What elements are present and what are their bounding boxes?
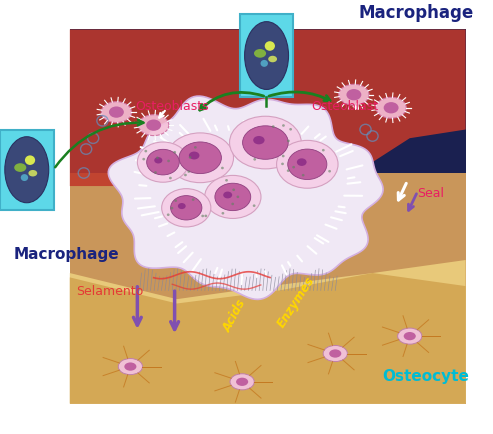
- Text: Osteoblast: Osteoblast: [311, 100, 378, 113]
- Circle shape: [187, 171, 190, 174]
- FancyBboxPatch shape: [0, 130, 54, 210]
- Ellipse shape: [288, 150, 327, 180]
- Ellipse shape: [384, 103, 398, 114]
- Ellipse shape: [243, 126, 288, 160]
- Polygon shape: [70, 260, 465, 404]
- Circle shape: [287, 170, 289, 173]
- Circle shape: [169, 178, 172, 180]
- Circle shape: [184, 174, 187, 177]
- Text: Macrophage: Macrophage: [14, 247, 120, 261]
- Ellipse shape: [404, 332, 416, 340]
- Circle shape: [175, 200, 177, 203]
- Circle shape: [287, 140, 290, 143]
- Polygon shape: [108, 97, 383, 300]
- Circle shape: [21, 174, 28, 181]
- Circle shape: [281, 163, 284, 166]
- Ellipse shape: [329, 350, 341, 358]
- Text: Osteocyte: Osteocyte: [382, 368, 469, 383]
- Ellipse shape: [277, 141, 338, 189]
- Ellipse shape: [109, 107, 124, 118]
- Ellipse shape: [347, 90, 361, 101]
- Ellipse shape: [215, 184, 251, 211]
- Circle shape: [253, 205, 255, 207]
- Text: Macrophage: Macrophage: [358, 4, 474, 22]
- Ellipse shape: [236, 378, 248, 386]
- Ellipse shape: [230, 117, 301, 169]
- Polygon shape: [70, 30, 465, 404]
- Ellipse shape: [5, 138, 49, 203]
- Ellipse shape: [178, 204, 186, 210]
- Circle shape: [167, 160, 170, 163]
- Circle shape: [144, 151, 147, 153]
- Ellipse shape: [253, 137, 265, 145]
- Circle shape: [265, 42, 275, 52]
- Circle shape: [189, 157, 191, 159]
- Text: Enzymes: Enzymes: [275, 274, 317, 329]
- Ellipse shape: [245, 23, 288, 90]
- Circle shape: [322, 150, 325, 152]
- Circle shape: [167, 214, 170, 217]
- Circle shape: [154, 172, 157, 174]
- Text: Acids: Acids: [221, 296, 249, 333]
- Circle shape: [156, 157, 159, 160]
- Circle shape: [292, 167, 295, 169]
- Ellipse shape: [323, 345, 348, 362]
- Ellipse shape: [205, 176, 261, 219]
- Ellipse shape: [223, 192, 232, 199]
- Ellipse shape: [268, 56, 277, 63]
- Ellipse shape: [101, 102, 132, 123]
- Polygon shape: [70, 273, 465, 404]
- Circle shape: [174, 151, 176, 154]
- Ellipse shape: [14, 164, 26, 172]
- Circle shape: [192, 199, 195, 201]
- Text: Selamento: Selamento: [76, 284, 143, 297]
- Circle shape: [302, 174, 305, 177]
- Circle shape: [282, 155, 284, 158]
- Ellipse shape: [162, 189, 211, 227]
- FancyBboxPatch shape: [240, 15, 293, 98]
- Circle shape: [225, 180, 228, 182]
- Ellipse shape: [118, 358, 142, 375]
- Circle shape: [221, 167, 224, 170]
- Ellipse shape: [230, 374, 254, 390]
- Ellipse shape: [339, 85, 369, 106]
- Circle shape: [205, 215, 207, 218]
- Ellipse shape: [398, 328, 422, 345]
- Circle shape: [194, 147, 197, 149]
- Circle shape: [328, 171, 331, 173]
- Ellipse shape: [146, 120, 161, 132]
- Circle shape: [201, 215, 204, 218]
- Ellipse shape: [167, 134, 234, 183]
- Circle shape: [171, 207, 174, 210]
- Circle shape: [142, 158, 145, 161]
- Ellipse shape: [124, 363, 137, 371]
- Circle shape: [25, 156, 35, 165]
- Circle shape: [272, 126, 275, 128]
- Circle shape: [221, 213, 224, 215]
- Ellipse shape: [139, 115, 169, 136]
- Ellipse shape: [297, 159, 307, 167]
- Circle shape: [260, 61, 268, 68]
- Polygon shape: [70, 30, 465, 174]
- Circle shape: [282, 125, 285, 128]
- Polygon shape: [70, 30, 465, 187]
- Ellipse shape: [29, 171, 37, 177]
- Ellipse shape: [147, 150, 179, 175]
- Ellipse shape: [171, 196, 202, 220]
- Text: Seal: Seal: [417, 187, 444, 200]
- Text: Osteoblasts: Osteoblasts: [136, 100, 209, 113]
- Ellipse shape: [376, 98, 406, 119]
- Circle shape: [237, 196, 239, 199]
- Circle shape: [289, 128, 292, 131]
- Ellipse shape: [254, 50, 266, 59]
- Circle shape: [231, 203, 234, 206]
- Ellipse shape: [189, 152, 200, 160]
- Ellipse shape: [154, 158, 162, 164]
- Ellipse shape: [179, 143, 221, 174]
- Ellipse shape: [138, 143, 189, 183]
- Circle shape: [253, 159, 256, 161]
- Circle shape: [232, 189, 235, 192]
